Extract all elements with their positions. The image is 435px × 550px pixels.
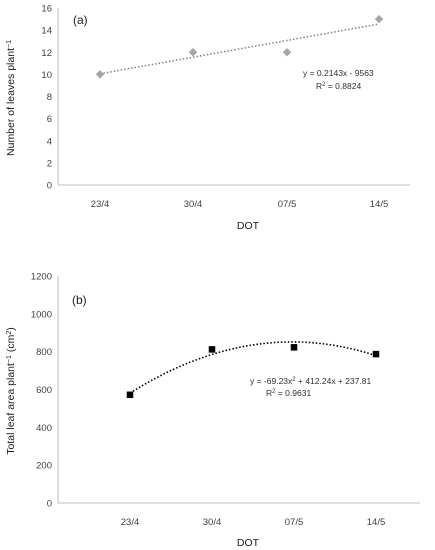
panel-a-x-tick-2: 07/5 [278,199,297,210]
panel-a-r2-sup: 2 [322,82,326,88]
panel-a-x-tick-3: 14/5 [370,199,389,210]
panel-b-y-label-unit: (cm [5,334,17,355]
panel-a-point-3 [374,14,384,24]
panel-b-x-tick-3: 14/5 [367,517,386,528]
panel-b-label: (b) [72,293,87,307]
panel-b-x-ticks: 23/4 30/4 07/5 14/5 [121,517,386,528]
panel-a: 0 2 4 6 8 10 12 14 16 23/4 30/4 07/5 14/5 (a) y = 0… [5,4,410,232]
panel-a-r2: R2 = 0.8824 [316,81,361,91]
panel-b-marks [126,341,380,399]
panel-a-r2-value: = 0.8824 [325,81,361,91]
panel-b-y-tick-5: 1000 [31,309,52,320]
panel-b-point-2 [290,344,298,351]
panel-b-point-3 [372,350,380,358]
panel-a-point-2 [282,48,292,57]
panel-b-equation-pre: y = -69.23x [250,376,293,386]
panel-a-y-tick-2: 4 [47,136,52,147]
panel-a-y-tick-8: 16 [41,4,52,15]
panel-a-y-tick-3: 6 [47,114,52,125]
panel-b-r2-sup: 2 [272,389,276,395]
panel-a-x-label: DOT [237,220,260,232]
panel-b-trendline [129,341,377,394]
panel-a-x-tick-0: 23/4 [91,199,110,210]
panel-b-y-tick-4: 800 [36,347,52,358]
panel-b-x-tick-2: 07/5 [285,517,304,528]
panel-a-trendline [99,23,380,75]
panel-a-r2-prefix: R [316,81,322,91]
panel-b-y-tick-0: 0 [47,499,52,510]
panel-a-y-tick-7: 14 [41,26,52,37]
panel-a-y-label: Number of leaves plant−1 [5,40,17,156]
panel-a-y-tick-6: 12 [41,48,52,59]
panel-b-y-label-end: ) [5,327,17,331]
panel-b-y-tick-1: 200 [36,461,52,472]
panel-b-y-tick-3: 600 [36,385,52,396]
panel-b-y-label-unit-sup: 2 [6,331,13,335]
panel-a-y-ticks: 0 2 4 6 8 10 12 14 16 [41,4,52,192]
panel-b-y-label: Total leaf area plant−1 (cm2) [5,327,17,454]
panel-b-point-0 [126,391,134,399]
panel-a-point-0 [95,70,105,79]
panel-b-y-label-sup: −1 [6,355,13,363]
panel-a-y-tick-1: 2 [47,158,52,169]
panel-b-point-1 [208,346,216,353]
panel-b-y-tick-6: 1200 [31,272,52,283]
panel-a-y-label-sup: −1 [6,40,13,48]
panel-b-y-tick-2: 400 [36,423,52,434]
panel-b-y-ticks: 0 200 400 600 800 1000 1200 [31,272,52,510]
panel-b-r2: R2 = 0.9631 [266,388,311,398]
panel-b-equation: y = -69.23x2 + 412.24x + 237.81 [250,376,372,386]
panel-a-x-tick-1: 30/4 [184,199,203,210]
panel-b-equation-post: + 412.24x + 237.81 [296,376,372,386]
panel-a-label: (a) [73,13,88,27]
panel-a-y-tick-4: 8 [47,92,52,103]
panel-b-x-tick-0: 23/4 [121,517,140,528]
panel-b-x-tick-1: 30/4 [203,517,222,528]
panel-a-x-ticks: 23/4 30/4 07/5 14/5 [91,199,389,210]
panel-a-y-tick-0: 0 [47,181,52,192]
panel-a-point-1 [188,48,198,57]
panel-b-r2-prefix: R [266,388,272,398]
panel-a-y-tick-5: 10 [41,70,52,81]
panel-b: 0 200 400 600 800 1000 1200 23/4 30/4 07/5 14/5 (… [5,272,420,549]
panel-a-marks [95,14,384,79]
panel-b-y-label-main: Total leaf area plant [5,363,17,455]
panel-b-equation-sup: 2 [292,377,296,383]
panel-b-r2-value: = 0.9631 [275,388,311,398]
panel-b-x-label: DOT [237,537,260,549]
panel-a-equation: y = 0.2143x - 9563 [303,68,374,78]
panel-a-y-label-main: Number of leaves plant [5,48,17,156]
